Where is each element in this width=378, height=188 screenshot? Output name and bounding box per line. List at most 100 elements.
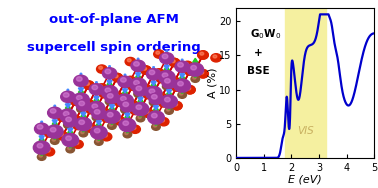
Circle shape: [101, 114, 112, 122]
Circle shape: [152, 95, 157, 99]
Circle shape: [185, 67, 195, 75]
Circle shape: [34, 123, 49, 134]
Circle shape: [39, 155, 42, 157]
Circle shape: [70, 116, 81, 124]
Circle shape: [130, 106, 140, 114]
Circle shape: [114, 75, 118, 78]
Y-axis label: A (%): A (%): [208, 67, 218, 98]
Circle shape: [148, 111, 164, 124]
Circle shape: [107, 94, 113, 98]
Circle shape: [127, 59, 131, 62]
Circle shape: [136, 105, 142, 109]
Circle shape: [125, 132, 128, 135]
FancyArrow shape: [68, 129, 73, 148]
FancyArrow shape: [39, 121, 44, 140]
Circle shape: [156, 51, 160, 54]
Circle shape: [193, 77, 196, 79]
Circle shape: [185, 86, 195, 94]
Circle shape: [130, 83, 133, 86]
Circle shape: [130, 78, 146, 91]
FancyArrow shape: [153, 106, 159, 125]
Circle shape: [134, 91, 143, 97]
Circle shape: [149, 99, 158, 106]
Circle shape: [198, 70, 208, 78]
Circle shape: [105, 69, 111, 74]
Circle shape: [171, 60, 175, 63]
Circle shape: [75, 141, 79, 144]
Circle shape: [145, 92, 149, 95]
Circle shape: [94, 128, 100, 133]
Circle shape: [59, 114, 63, 117]
Circle shape: [75, 118, 92, 131]
FancyArrow shape: [68, 114, 73, 133]
Circle shape: [107, 112, 113, 117]
Circle shape: [70, 97, 81, 105]
Circle shape: [115, 117, 125, 125]
Circle shape: [145, 110, 149, 113]
Circle shape: [154, 50, 164, 58]
FancyArrow shape: [164, 51, 169, 70]
Circle shape: [149, 93, 163, 104]
Circle shape: [133, 85, 148, 96]
Circle shape: [152, 124, 160, 130]
Circle shape: [127, 77, 131, 81]
FancyArrow shape: [164, 66, 169, 85]
Circle shape: [123, 102, 129, 107]
FancyArrow shape: [122, 74, 128, 93]
Circle shape: [105, 88, 111, 92]
FancyArrow shape: [78, 88, 84, 107]
Circle shape: [101, 91, 105, 94]
Circle shape: [162, 54, 168, 59]
Circle shape: [68, 147, 71, 150]
Circle shape: [90, 126, 107, 139]
Circle shape: [121, 107, 129, 113]
Circle shape: [76, 77, 82, 81]
Circle shape: [127, 82, 138, 90]
Circle shape: [78, 107, 82, 109]
Circle shape: [169, 77, 180, 86]
Circle shape: [145, 86, 162, 100]
Circle shape: [160, 53, 174, 64]
Circle shape: [101, 109, 105, 113]
Circle shape: [123, 131, 132, 138]
Circle shape: [163, 83, 171, 90]
Circle shape: [149, 70, 155, 75]
Circle shape: [59, 109, 76, 122]
FancyArrow shape: [180, 59, 185, 78]
Circle shape: [161, 119, 164, 122]
Circle shape: [121, 96, 126, 101]
Circle shape: [57, 132, 68, 140]
Circle shape: [99, 108, 109, 117]
Circle shape: [51, 138, 59, 144]
Circle shape: [37, 143, 43, 148]
Circle shape: [96, 84, 107, 92]
Circle shape: [99, 108, 109, 117]
FancyArrow shape: [166, 75, 172, 94]
Circle shape: [86, 124, 96, 132]
Circle shape: [88, 107, 92, 110]
Circle shape: [143, 109, 153, 117]
Circle shape: [136, 115, 145, 122]
Circle shape: [79, 101, 85, 106]
FancyArrow shape: [122, 89, 128, 108]
Circle shape: [92, 108, 106, 119]
Circle shape: [153, 124, 157, 127]
Circle shape: [151, 100, 154, 103]
Circle shape: [73, 121, 83, 130]
Circle shape: [99, 89, 109, 98]
Circle shape: [175, 61, 189, 72]
Circle shape: [116, 99, 120, 102]
Circle shape: [198, 70, 208, 78]
FancyArrow shape: [65, 104, 70, 123]
FancyArrow shape: [96, 106, 101, 125]
Circle shape: [64, 111, 69, 116]
Circle shape: [119, 118, 136, 132]
Circle shape: [33, 141, 50, 154]
Circle shape: [174, 103, 178, 106]
Circle shape: [172, 83, 182, 91]
Circle shape: [94, 139, 103, 145]
Circle shape: [50, 109, 56, 113]
Circle shape: [76, 96, 82, 100]
FancyArrow shape: [109, 105, 115, 124]
Circle shape: [88, 126, 92, 129]
